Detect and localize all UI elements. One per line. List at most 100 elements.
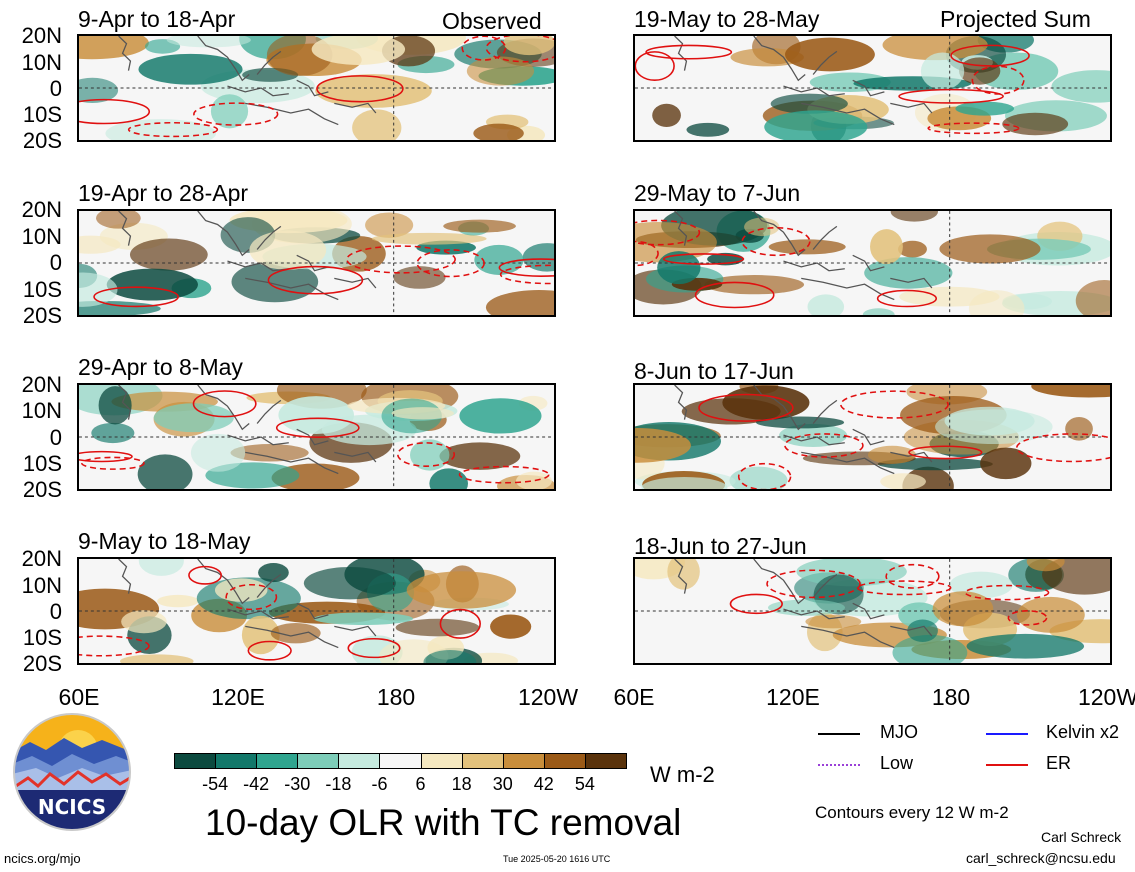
- er-contour-negative: [885, 563, 940, 589]
- olr-anomaly-patch: [807, 294, 845, 315]
- olr-anomaly-patch: [258, 563, 289, 583]
- legend-line-kelvin: [986, 733, 1028, 735]
- er-contour-positive: [635, 51, 675, 81]
- olr-anomaly-patch: [313, 612, 413, 625]
- colorbar-swatch: [420, 753, 463, 769]
- colorbar-tick-label: -42: [243, 774, 270, 794]
- colorbar-swatch: [256, 753, 299, 769]
- olr-anomaly-patch: [157, 594, 199, 608]
- panel-title: 9-Apr to 18-Apr: [78, 6, 236, 32]
- y-tick-label: 20N: [21, 23, 62, 48]
- er-contour-positive: [498, 258, 554, 277]
- colorbar-swatch: [543, 753, 586, 769]
- er-contour-positive: [950, 44, 1030, 67]
- olr-anomaly-patch: [944, 406, 1035, 436]
- er-contour-positive: [876, 289, 938, 308]
- legend-line-er: [986, 764, 1028, 766]
- panel-title: 9-May to 18-May: [78, 528, 251, 554]
- colorbar-swatch: [584, 753, 627, 769]
- legend-line-low: [818, 764, 860, 766]
- olr-anomaly-patch: [121, 610, 167, 634]
- olr-anomaly-patch: [667, 559, 700, 590]
- colorbar-swatch: [502, 753, 545, 769]
- olr-anomaly-patch: [439, 442, 521, 470]
- olr-anomaly-patch: [898, 240, 927, 258]
- olr-anomaly-patch: [785, 37, 875, 72]
- y-tick-label: 10S: [22, 451, 62, 476]
- y-tick-label: 20S: [22, 651, 62, 676]
- olr-anomaly-patch: [522, 243, 554, 272]
- olr-anomaly-patch: [867, 445, 917, 464]
- olr-anomaly-patch: [882, 36, 988, 61]
- colorbar-swatch: [338, 753, 381, 769]
- olr-anomaly-patch: [864, 257, 953, 289]
- olr-anomaly-patch: [485, 290, 554, 315]
- y-tick-label: 0: [49, 76, 62, 101]
- er-contour-negative: [840, 390, 949, 419]
- olr-anomaly-patch: [429, 468, 468, 489]
- er-contour-negative: [127, 121, 219, 138]
- map-panel: [77, 383, 556, 491]
- y-tick-label: 0: [49, 425, 62, 450]
- y-tick-label: 20S: [22, 303, 62, 328]
- olr-anomaly-patch: [939, 234, 1041, 264]
- logo-text: NCICS: [38, 795, 106, 819]
- olr-anomaly-patch: [880, 473, 926, 489]
- panel-tag-observed: Observed: [442, 8, 542, 34]
- panel-title: 29-Apr to 8-May: [78, 354, 243, 380]
- er-contour-positive: [93, 286, 179, 308]
- panel-title: 19-Apr to 28-Apr: [78, 180, 249, 206]
- colorbar-units: W m-2: [650, 762, 715, 787]
- colorbar-swatch: [461, 753, 504, 769]
- coastline: [118, 36, 377, 126]
- er-contour-positive: [662, 253, 745, 265]
- olr-map: [635, 385, 1110, 489]
- legend-label-er: ER: [1046, 753, 1072, 773]
- olr-map: [635, 559, 1110, 663]
- y-tick-label: 10N: [21, 398, 62, 423]
- er-contour-positive: [247, 640, 292, 661]
- er-contour-negative: [346, 245, 456, 274]
- olr-anomaly-patch: [890, 211, 939, 222]
- olr-anomaly-patch: [1031, 385, 1110, 398]
- footer-url[interactable]: ncics.org/mjo: [4, 851, 81, 866]
- er-contour-positive: [729, 593, 783, 615]
- colorbar-tick-label: -30: [284, 774, 311, 794]
- panel-title: 29-May to 7-Jun: [634, 180, 801, 206]
- olr-map: [635, 211, 1110, 315]
- x-tick-label: 180: [376, 684, 416, 710]
- olr-anomaly-patch: [473, 123, 524, 140]
- map-panel: [633, 34, 1112, 142]
- legend-line-mjo: [818, 733, 860, 735]
- olr-anomaly-patch: [516, 471, 553, 489]
- er-contour-positive: [79, 450, 133, 463]
- olr-anomaly-patch: [862, 308, 895, 315]
- olr-anomaly-patch: [1075, 280, 1110, 315]
- olr-anomaly-patch: [779, 423, 848, 448]
- olr-anomaly-patch: [79, 235, 121, 254]
- colorbar-swatch: [297, 753, 340, 769]
- olr-map: [79, 385, 554, 489]
- olr-anomaly-patch: [79, 36, 149, 60]
- er-contour-negative: [737, 462, 792, 489]
- olr-anomaly-patch: [635, 221, 717, 263]
- map-panel: [633, 209, 1112, 317]
- olr-anomaly-patch: [391, 407, 454, 420]
- main-title: 10-day OLR with TC removal: [205, 802, 682, 843]
- colorbar-swatch: [379, 753, 422, 769]
- coastline: [674, 559, 933, 649]
- olr-anomaly-patch: [1016, 596, 1085, 633]
- coastline: [118, 559, 377, 649]
- er-contour-negative: [225, 583, 278, 611]
- er-contour-negative: [79, 635, 150, 657]
- er-contour-negative: [461, 36, 507, 61]
- olr-anomaly-patch: [106, 268, 198, 301]
- x-tick-label: 60E: [58, 684, 100, 710]
- coastline: [674, 36, 933, 126]
- olr-anomaly-patch: [214, 578, 268, 602]
- olr-anomaly-patch: [249, 230, 327, 270]
- olr-anomaly-patch: [503, 36, 554, 56]
- olr-anomaly-patch: [966, 633, 1085, 659]
- olr-anomaly-patch: [466, 56, 535, 86]
- olr-anomaly-patch: [423, 650, 477, 663]
